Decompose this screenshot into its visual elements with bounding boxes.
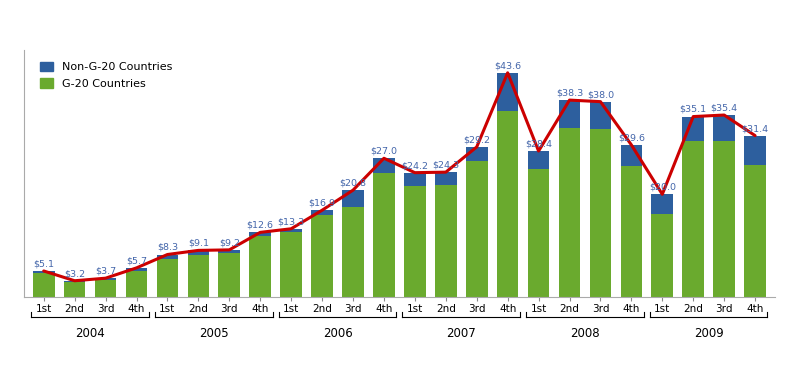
Legend: Non-G-20 Countries, G-20 Countries: Non-G-20 Countries, G-20 Countries <box>37 58 176 92</box>
Bar <box>682 117 704 141</box>
Text: 2006: 2006 <box>323 327 353 340</box>
Bar <box>745 166 766 297</box>
Text: $9.1: $9.1 <box>188 239 209 248</box>
Bar <box>249 232 271 237</box>
Bar <box>311 215 333 297</box>
Bar <box>620 145 642 166</box>
Bar <box>94 278 116 280</box>
Text: 2004: 2004 <box>76 327 105 340</box>
Bar <box>589 129 611 297</box>
Bar <box>745 135 766 166</box>
Text: $24.2: $24.2 <box>401 161 428 170</box>
Text: $43.6: $43.6 <box>494 61 521 70</box>
Text: $16.9: $16.9 <box>309 199 335 208</box>
Bar <box>219 250 240 254</box>
Text: $31.4: $31.4 <box>741 124 769 133</box>
Text: $38.0: $38.0 <box>587 90 614 99</box>
Bar <box>466 147 488 161</box>
Bar <box>497 112 519 297</box>
Bar <box>528 151 549 169</box>
Text: $20.0: $20.0 <box>648 183 676 192</box>
Bar <box>342 207 364 297</box>
Bar <box>187 251 209 255</box>
Bar <box>435 172 456 185</box>
Bar <box>652 214 673 297</box>
Bar <box>33 271 54 273</box>
Text: $28.4: $28.4 <box>525 139 552 149</box>
Bar <box>373 158 395 173</box>
Text: $3.7: $3.7 <box>95 267 116 276</box>
Bar <box>157 254 179 259</box>
Text: $12.6: $12.6 <box>246 221 274 230</box>
Bar <box>126 271 147 297</box>
Bar <box>157 259 179 297</box>
Text: $9.2: $9.2 <box>219 238 240 247</box>
Bar <box>435 185 456 297</box>
Bar <box>219 254 240 297</box>
Bar <box>280 232 302 297</box>
Bar <box>64 281 86 282</box>
Bar <box>404 173 426 186</box>
Bar <box>126 268 147 271</box>
Bar <box>311 210 333 215</box>
Bar <box>713 141 735 297</box>
Text: $29.2: $29.2 <box>464 135 490 144</box>
Text: $3.2: $3.2 <box>64 269 85 278</box>
Text: $8.3: $8.3 <box>157 243 178 252</box>
Text: 2009: 2009 <box>694 327 723 340</box>
Bar <box>280 229 302 232</box>
Bar <box>713 115 735 141</box>
Bar <box>682 141 704 297</box>
Bar <box>404 186 426 297</box>
Bar <box>64 282 86 297</box>
Text: $35.1: $35.1 <box>680 105 707 114</box>
Bar <box>559 100 580 129</box>
Bar <box>94 280 116 297</box>
Bar <box>652 194 673 214</box>
Text: 2005: 2005 <box>199 327 229 340</box>
Bar <box>528 169 549 297</box>
Bar <box>620 166 642 297</box>
Bar <box>187 255 209 297</box>
Text: 2007: 2007 <box>446 327 476 340</box>
Bar <box>559 129 580 297</box>
Text: $24.3: $24.3 <box>432 161 460 169</box>
Text: $35.4: $35.4 <box>711 103 737 112</box>
Bar <box>33 273 54 297</box>
Text: $38.3: $38.3 <box>556 88 583 98</box>
Text: $5.1: $5.1 <box>33 259 54 268</box>
Text: 2008: 2008 <box>570 327 600 340</box>
Bar <box>497 73 519 112</box>
Text: $29.6: $29.6 <box>618 133 645 142</box>
Text: $13.3: $13.3 <box>278 217 305 226</box>
Text: $27.0: $27.0 <box>371 147 397 156</box>
Bar <box>249 237 271 297</box>
Bar <box>589 102 611 129</box>
Bar <box>373 173 395 297</box>
Bar <box>342 190 364 207</box>
Text: $20.8: $20.8 <box>339 179 367 188</box>
Bar <box>466 161 488 297</box>
Text: $5.7: $5.7 <box>126 256 147 265</box>
